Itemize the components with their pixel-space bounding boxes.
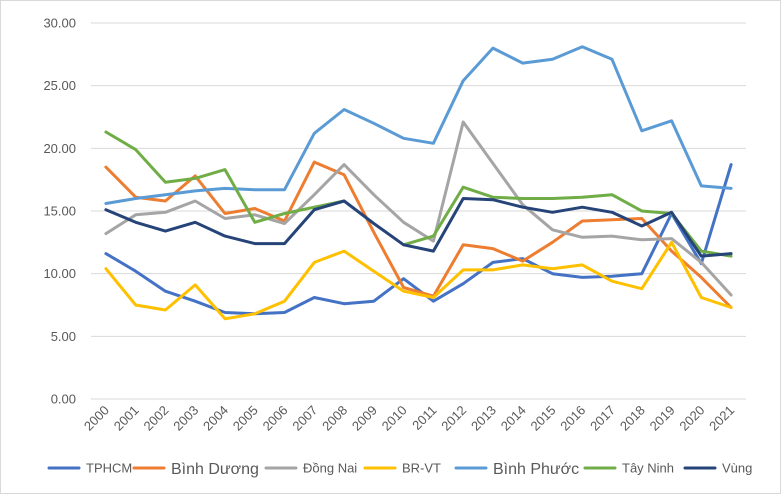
legend-label: Bình Phước <box>493 461 579 478</box>
x-tick-label: 2018 <box>617 403 648 434</box>
legend: TPHCM Bình Dương Đồng Nai BR-VT Bình Phước Tâ… <box>47 461 752 478</box>
legend-label: Đồng Nai <box>303 461 357 476</box>
x-tick-label: 2011 <box>409 403 439 433</box>
y-tick-label: 30.00 <box>43 16 76 31</box>
series-line-TPHCM <box>104 163 733 316</box>
y-tick-label: 20.00 <box>43 141 76 156</box>
x-tick-label: 2002 <box>140 403 171 434</box>
x-tick-label: 2000 <box>81 403 112 434</box>
series-lines <box>104 45 733 321</box>
x-tick-label: 2009 <box>349 403 380 434</box>
x-axis-tick-labels: 2000200120022003200420052006200720082009… <box>81 403 737 434</box>
x-tick-label: 2003 <box>170 403 201 434</box>
x-tick-label: 2021 <box>706 403 737 434</box>
x-tick-label: 2013 <box>468 403 499 434</box>
x-tick-label: 2015 <box>528 403 559 434</box>
y-tick-label: 25.00 <box>43 78 76 93</box>
series-line-BR-VT <box>104 240 733 321</box>
series-line-Đồng Nai <box>104 120 733 297</box>
x-tick-label: 2006 <box>260 403 291 434</box>
x-tick-label: 2016 <box>557 403 588 434</box>
y-tick-label: 0.00 <box>51 392 76 407</box>
y-axis-tick-labels: 0.00 5.00 10.00 15.00 20.00 25.00 30.00 <box>43 16 76 407</box>
series-line-Vùng <box>104 197 733 258</box>
x-tick-label: 2019 <box>647 403 678 434</box>
x-tick-label: 2005 <box>230 403 261 434</box>
x-tick-label: 2012 <box>438 403 469 434</box>
legend-label: BR-VT <box>402 461 441 476</box>
x-tick-label: 2004 <box>200 403 231 434</box>
series-line-Bình Dương <box>104 160 733 309</box>
legend-label: Vùng <box>722 461 752 476</box>
gridlines <box>91 22 746 400</box>
series-line-Bình Phước <box>104 45 733 205</box>
x-tick-label: 2017 <box>587 403 618 434</box>
x-tick-label: 2020 <box>676 403 707 434</box>
legend-label: TPHCM <box>86 461 132 476</box>
x-tick-label: 2014 <box>498 403 529 434</box>
x-tick-label: 2010 <box>379 403 410 434</box>
x-tick-label: 2008 <box>319 403 350 434</box>
y-tick-label: 10.00 <box>43 266 76 281</box>
legend-label: Bình Dương <box>171 461 259 478</box>
x-tick-label: 2007 <box>289 403 320 434</box>
y-tick-label: 15.00 <box>43 204 76 219</box>
legend-label: Tây Ninh <box>622 461 674 476</box>
series-line-Tây Ninh <box>104 130 733 258</box>
y-tick-label: 5.00 <box>51 329 76 344</box>
x-tick-label: 2001 <box>111 403 142 434</box>
